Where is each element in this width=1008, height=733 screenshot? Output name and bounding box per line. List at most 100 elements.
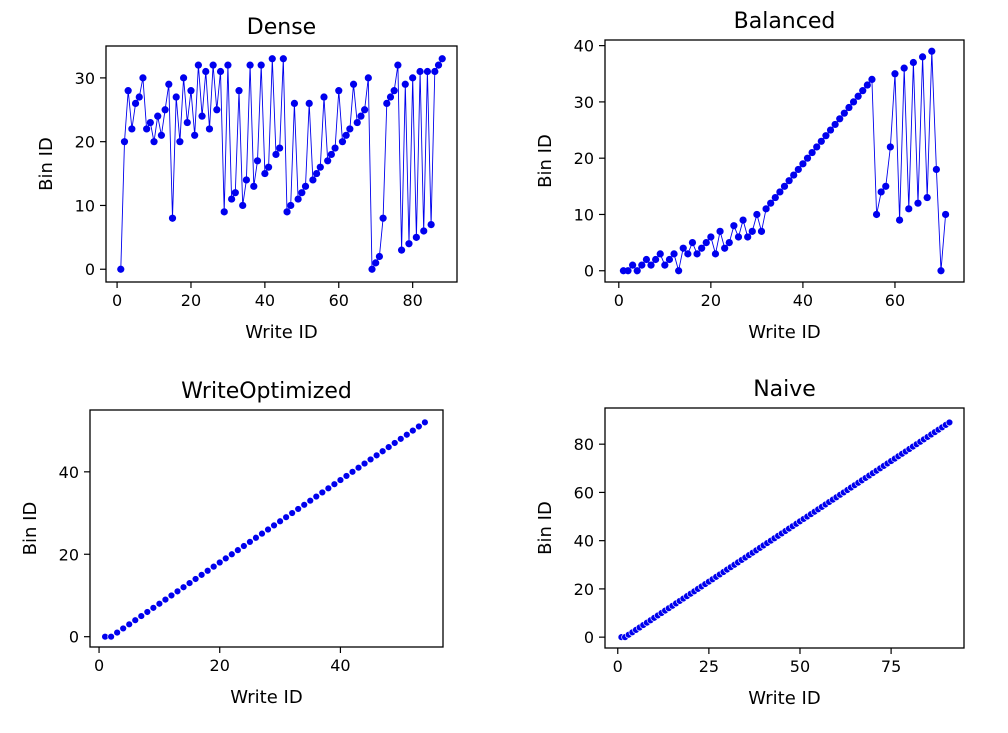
data-point (125, 620, 133, 629)
series-line (623, 51, 947, 272)
data-point (165, 80, 173, 88)
data-point (707, 233, 715, 241)
data-point (693, 250, 701, 258)
data-point (246, 538, 254, 546)
data-point (107, 632, 115, 641)
data-point (438, 55, 446, 63)
data-point (886, 143, 894, 151)
data-point (167, 591, 176, 600)
data-point (785, 177, 793, 185)
data-point (378, 447, 387, 455)
data-point (831, 120, 839, 129)
data-point (235, 87, 243, 95)
data-point (349, 80, 358, 88)
chart-title: Dense (247, 15, 316, 40)
y-tick-label: 0 (85, 260, 95, 279)
y-tick-label: 20 (574, 149, 594, 168)
data-point (179, 74, 188, 82)
data-point (895, 216, 904, 224)
data-point (216, 558, 224, 567)
y-tick-label: 30 (75, 69, 95, 88)
data-point (771, 193, 779, 202)
data-point (638, 261, 646, 269)
subplot-4: Naive 0 25 50 75 0 20 40 60 80 Write ID Bin ID (535, 377, 965, 709)
data-point (228, 550, 236, 558)
y-tick-label: 40 (59, 463, 79, 482)
data-point (849, 98, 858, 106)
data-point (711, 250, 720, 258)
data-point (338, 138, 347, 146)
data-point (172, 93, 180, 101)
data-point (716, 227, 724, 235)
chart-title: WriteOptimized (181, 379, 352, 404)
data-point (905, 205, 913, 213)
data-point (661, 261, 669, 269)
data-point (270, 521, 278, 530)
data-point (117, 265, 125, 273)
data-point (294, 505, 302, 513)
data-point (120, 138, 129, 146)
data-point (932, 165, 940, 174)
subplot-1: Dense 0 20 40 60 80 0 10 20 30 Write ID Bin ID (36, 15, 458, 343)
x-tick-label: 25 (699, 657, 719, 676)
data-point (316, 163, 324, 171)
data-point (882, 182, 890, 190)
data-point (423, 67, 432, 76)
y-axis-label: Bin ID (36, 137, 57, 191)
y-tick-label: 20 (574, 580, 594, 599)
x-tick-label: 0 (614, 291, 624, 310)
data-point (287, 201, 295, 210)
data-point (748, 227, 756, 235)
data-point (149, 604, 158, 612)
data-point (176, 138, 184, 146)
x-tick-label: 20 (181, 291, 201, 310)
data-point (803, 154, 812, 162)
data-point (161, 595, 170, 604)
data-point (877, 188, 885, 196)
data-point (252, 534, 260, 542)
data-point (397, 435, 405, 443)
data-point (119, 624, 127, 633)
data-point (313, 169, 321, 178)
data-point (124, 87, 132, 95)
data-point (294, 195, 302, 203)
data-point (776, 188, 784, 196)
data-point (239, 201, 247, 210)
data-point (826, 126, 835, 134)
data-point (179, 583, 188, 591)
data-point (624, 267, 632, 275)
y-tick-label: 10 (75, 196, 95, 215)
data-point (353, 118, 361, 127)
x-tick-label: 50 (790, 657, 810, 676)
data-point (739, 216, 747, 224)
data-point (242, 176, 250, 184)
plot-frame (105, 45, 458, 283)
data-point (415, 422, 423, 431)
data-point (143, 125, 151, 133)
series-line (120, 58, 443, 271)
data-point (863, 81, 871, 89)
data-point (168, 214, 177, 222)
data-point (261, 169, 269, 178)
data-point (394, 61, 402, 69)
y-axis-label: Bin ID (20, 502, 41, 556)
x-tick-label: 20 (701, 291, 721, 310)
data-point (197, 571, 206, 579)
data-point (629, 261, 637, 269)
data-point (840, 109, 848, 117)
x-tick-label: 60 (329, 291, 349, 310)
x-axis-label: Write ID (245, 322, 317, 343)
data-point (139, 74, 147, 82)
data-point (794, 165, 802, 174)
data-point (342, 131, 350, 139)
data-point (379, 214, 387, 222)
data-point (360, 459, 369, 468)
data-point (845, 103, 853, 112)
x-tick-label: 75 (881, 657, 901, 676)
data-point (928, 47, 936, 55)
data-point (790, 171, 798, 179)
x-tick-label: 60 (885, 291, 905, 310)
data-point (854, 92, 862, 100)
data-point (900, 64, 908, 72)
data-point (135, 93, 143, 101)
